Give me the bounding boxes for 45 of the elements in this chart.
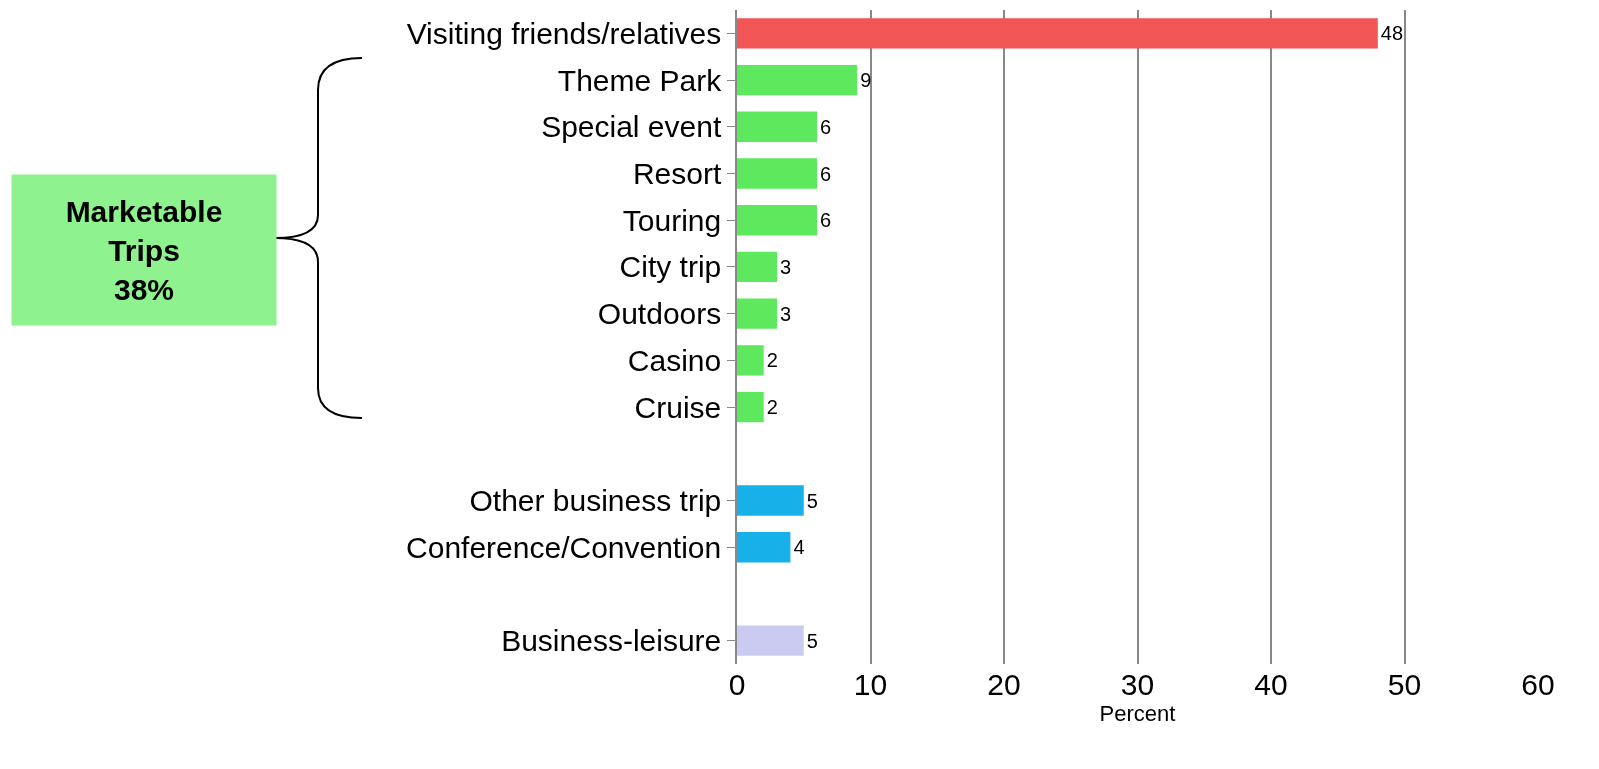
data-label: 4 [793, 536, 805, 559]
bar [737, 625, 804, 656]
data-label: 3 [780, 302, 792, 325]
bar [737, 251, 778, 283]
bar [737, 345, 764, 376]
bar [737, 158, 818, 189]
bar [737, 64, 858, 96]
data-label: 6 [820, 209, 832, 232]
data-label: 9 [860, 69, 872, 92]
y-tick-label: Conference/Convention [406, 530, 722, 564]
y-tick-label: Visiting friends/relatives [406, 16, 722, 50]
x-tick-label: 10 [853, 668, 888, 701]
text: Marketable Trips 38% [65, 194, 223, 306]
x-tick-label: 50 [1387, 668, 1422, 701]
x-axis-title: Percent [1099, 701, 1176, 726]
x-tick-label: 40 [1254, 668, 1288, 701]
data-label: 6 [820, 115, 832, 138]
bar [737, 391, 764, 423]
bar [737, 205, 818, 236]
x-tick-label: 20 [987, 668, 1021, 701]
y-tick-label: Theme Park [557, 63, 723, 97]
data-label: 2 [766, 349, 778, 372]
y-tick-label: City trip [619, 250, 722, 284]
y-tick-label: Business-leisure [501, 624, 722, 658]
bar [737, 18, 1378, 49]
data-label: 5 [806, 489, 818, 512]
data-label: 3 [780, 255, 792, 278]
data-label: 48 [1380, 22, 1404, 45]
data-label: 6 [820, 162, 832, 185]
x-tick-label: 30 [1120, 668, 1155, 701]
x-tick-label: 60 [1521, 668, 1555, 701]
bar [737, 298, 778, 329]
y-tick-label: Resort [632, 157, 722, 190]
y-tick-label: Outdoors [597, 297, 722, 331]
y-tick-label: Special event [541, 110, 722, 144]
bar [737, 485, 804, 516]
x-tick-label: 0 [728, 668, 746, 701]
y-tick-label: Casino [627, 343, 722, 377]
y-tick-label: Touring [622, 203, 722, 237]
bar [737, 532, 791, 563]
y-tick-label: Cruise [634, 390, 722, 424]
y-tick-label: Other business trip [469, 484, 722, 517]
data-label: 2 [766, 396, 778, 419]
bar [737, 111, 818, 142]
data-label: 5 [806, 629, 818, 652]
